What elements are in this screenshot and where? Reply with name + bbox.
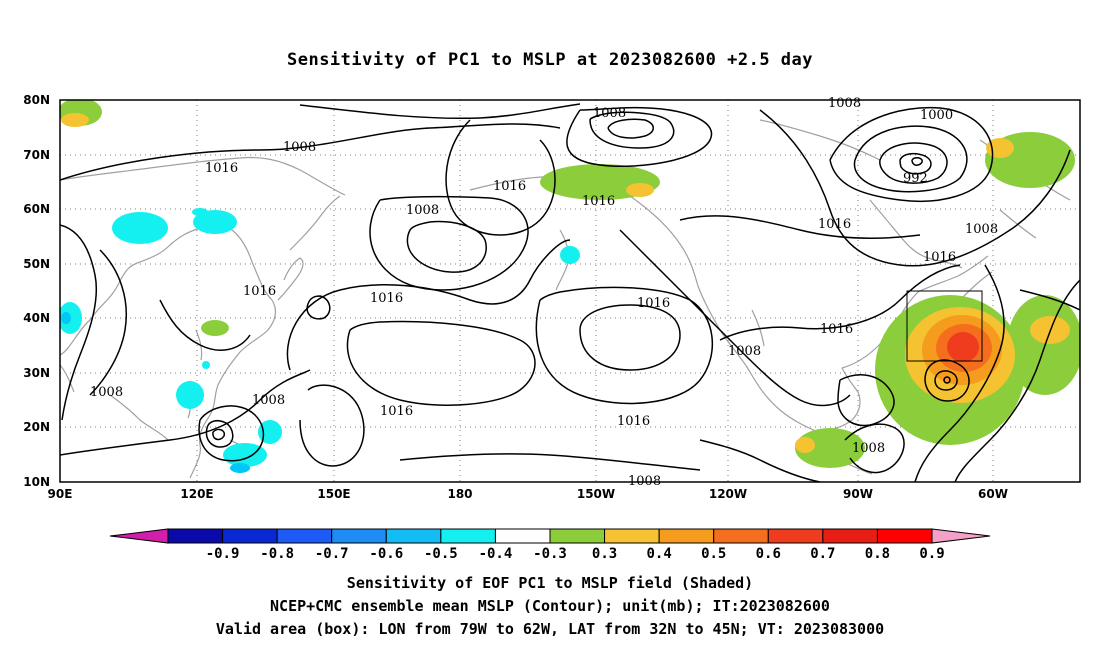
contour-label-extra: 1016 xyxy=(617,414,650,429)
mslp-contours xyxy=(60,103,1080,482)
lon-tick-label: 180 xyxy=(447,487,472,501)
contour-label: 1008 xyxy=(283,140,316,155)
caption-line-1: Sensitivity of EOF PC1 to MSLP field (Sh… xyxy=(346,574,754,592)
contour-label: 1000 xyxy=(920,108,953,123)
colorbar-tick-label: 0.8 xyxy=(865,546,890,562)
colorbar-swatch xyxy=(494,528,551,544)
colorbar-swatch xyxy=(658,528,715,544)
contour-label: 1008 xyxy=(90,385,123,400)
lon-tick-label: 90E xyxy=(48,487,73,501)
colorbar-swatch xyxy=(385,528,442,544)
contour-label: 1016 xyxy=(617,414,650,429)
lon-tick-label: 60W xyxy=(978,487,1008,501)
contour-labels: 1008 1016 1008 1008 1000 992 1016 1016 1… xyxy=(90,96,998,489)
contour-label: 1008 xyxy=(965,222,998,237)
colorbar-swatch xyxy=(604,528,660,544)
colorbar-arrow-low xyxy=(109,528,169,544)
colorbar-tick-label: -0.9 xyxy=(206,546,240,562)
lat-tick-label: 10N xyxy=(23,475,50,489)
colorbar-tick-label: 0.6 xyxy=(756,546,781,562)
colorbar-tick-label: 0.5 xyxy=(701,546,726,562)
contour-label: 1016 xyxy=(637,296,670,311)
contour-label: 1008 xyxy=(852,441,885,456)
valid-area-box xyxy=(906,290,983,362)
contour-label: 1016 xyxy=(243,284,276,299)
colorbar-swatch xyxy=(767,528,824,544)
colorbar-swatch xyxy=(713,528,769,544)
contour-label: 1008 xyxy=(728,344,761,359)
colorbar-tick-label: 0.3 xyxy=(592,546,617,562)
colorbar-tick-label: -0.7 xyxy=(315,546,349,562)
contour-label: 1016 xyxy=(493,179,526,194)
contour-label: 1008 xyxy=(252,393,285,408)
lat-tick-label: 20N xyxy=(23,420,50,434)
lat-axis: 80N 70N 60N 50N 40N 30N 20N 10N xyxy=(23,93,50,489)
contour-label: 1008 xyxy=(593,106,626,121)
colorbar-swatch xyxy=(276,528,333,544)
contour-label: 1016 xyxy=(380,404,413,419)
colorbar-swatch xyxy=(876,528,933,544)
plot-title: Sensitivity of PC1 to MSLP at 2023082600… xyxy=(286,50,813,70)
colorbar-swatch xyxy=(549,528,606,544)
colorbar-swatch xyxy=(167,528,224,544)
colorbar-arrow-high xyxy=(931,528,991,544)
colorbar-tick-label: -0.3 xyxy=(533,546,567,562)
contour-label: 1008 xyxy=(628,474,661,489)
contour-label: 1016 xyxy=(820,322,853,337)
sensitivity-shading xyxy=(60,100,1080,473)
contour-label: 1016 xyxy=(818,217,851,232)
contour-label: 1016 xyxy=(923,250,956,265)
colorbar-tick-label: 0.9 xyxy=(919,546,944,562)
colorbar-swatch xyxy=(331,528,387,544)
map-frame xyxy=(59,99,1081,483)
contour-label: 1008 xyxy=(828,96,861,111)
lon-axis: 90E 120E 150E 180 150W 120W 90W 60W xyxy=(48,487,1008,501)
lat-tick-label: 70N xyxy=(23,148,50,162)
contour-label: 1016 xyxy=(205,161,238,176)
lat-tick-label: 60N xyxy=(23,202,50,216)
colorbar-tick-label: -0.8 xyxy=(260,546,294,562)
colorbar-tick-label: -0.6 xyxy=(369,546,403,562)
colorbar-tick-label: 0.4 xyxy=(646,546,671,562)
lon-tick-label: 150W xyxy=(577,487,615,501)
colorbar: -0.9 -0.8 -0.7 -0.6 -0.5 -0.4 -0.3 0.3 0.4 0.5 0.6… xyxy=(109,528,991,562)
colorbar-swatch xyxy=(222,528,278,544)
caption-line-3: Valid area (box): LON from 79W to 62W, L… xyxy=(215,620,885,638)
contour-label: 1016 xyxy=(370,291,403,306)
lat-tick-label: 50N xyxy=(23,257,50,271)
colorbar-tick-label: -0.5 xyxy=(424,546,458,562)
colorbar-tick-label: -0.4 xyxy=(479,546,513,562)
lon-tick-label: 150E xyxy=(317,487,350,501)
contour-label: 1008 xyxy=(406,203,439,218)
contour-label: 1016 xyxy=(582,194,615,209)
colorbar-swatch xyxy=(440,528,496,544)
lon-tick-label: 90W xyxy=(843,487,873,501)
colorbar-tick-label: 0.7 xyxy=(810,546,835,562)
caption-line-2: NCEP+CMC ensemble mean MSLP (Contour); u… xyxy=(270,597,830,615)
contour-label: 992 xyxy=(903,171,928,186)
lat-tick-label: 40N xyxy=(23,311,50,325)
lat-tick-label: 80N xyxy=(23,93,50,107)
lat-tick-label: 30N xyxy=(23,366,50,380)
lon-tick-label: 120E xyxy=(180,487,213,501)
lon-tick-label: 120W xyxy=(709,487,747,501)
colorbar-swatch xyxy=(822,528,878,544)
